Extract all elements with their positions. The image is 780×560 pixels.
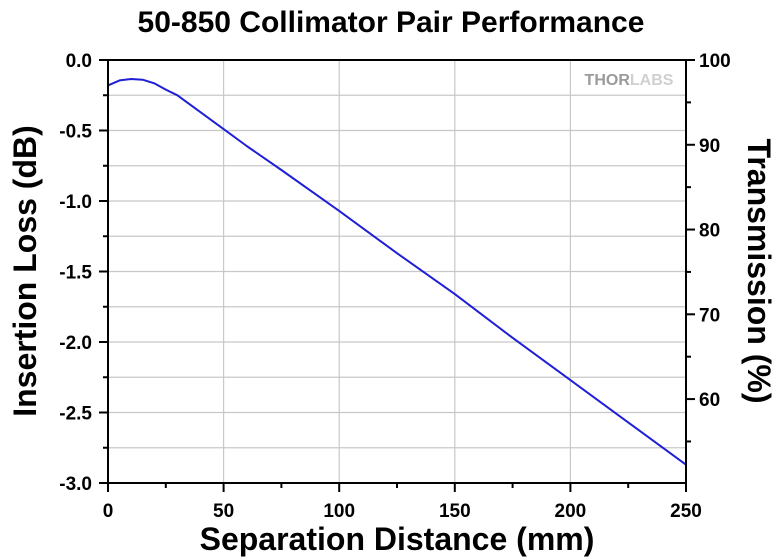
y-tick-label: -1.5 <box>59 263 92 284</box>
x-axis-title: Separation Distance (mm) <box>200 521 595 557</box>
grid <box>108 60 686 483</box>
y2-tick-label: 80 <box>699 221 720 242</box>
y-tick-label: -2.5 <box>59 404 92 425</box>
x-tick-label: 100 <box>323 501 355 522</box>
thorlabs-watermark: THORLABS <box>583 68 675 90</box>
x-tick-label: 50 <box>213 501 234 522</box>
y2-axis-title: Transmission (%) <box>741 139 777 404</box>
y-tick-label: -1.0 <box>59 192 92 213</box>
y-tick-label: 0.0 <box>66 51 92 72</box>
watermark-text-thor: THOR <box>585 72 631 89</box>
chart-title: 50-850 Collimator Pair Performance <box>138 6 645 39</box>
x-tick-label: 200 <box>555 501 587 522</box>
y2-tick-label: 70 <box>699 305 720 326</box>
watermark-backdrop <box>583 68 675 90</box>
y2-tick-label: 90 <box>699 136 720 157</box>
data-series <box>107 78 687 466</box>
y-tick-label: -0.5 <box>59 122 92 143</box>
y2-tick-label: 100 <box>699 51 731 72</box>
axis-ticks: 0 50 100 150 200 250 0.0 -0.5 -1.0 -1.5 -2.0 -2.5 -3… <box>59 51 730 522</box>
x-tick-label: 150 <box>439 501 471 522</box>
series-line <box>107 78 687 466</box>
watermark-text-labs: LABS <box>630 72 674 89</box>
x-tick-label: 0 <box>103 501 114 522</box>
y2-tick-label: 60 <box>699 390 720 411</box>
x-tick-label: 250 <box>670 501 702 522</box>
watermark-text: THORLABS <box>585 72 674 89</box>
y-tick-label: -3.0 <box>59 474 92 495</box>
y-axis-title: Insertion Loss (dB) <box>7 125 43 417</box>
y-tick-label: -2.0 <box>59 333 92 354</box>
